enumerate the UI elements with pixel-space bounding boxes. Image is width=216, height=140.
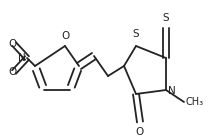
Text: O: O [8, 67, 16, 77]
Text: O: O [62, 31, 70, 41]
Text: O: O [135, 127, 143, 137]
Text: N: N [18, 53, 26, 63]
Text: S: S [133, 29, 139, 39]
Text: N: N [168, 86, 176, 96]
Text: O: O [8, 39, 16, 49]
Text: S: S [163, 13, 169, 23]
Text: CH₃: CH₃ [185, 97, 203, 107]
